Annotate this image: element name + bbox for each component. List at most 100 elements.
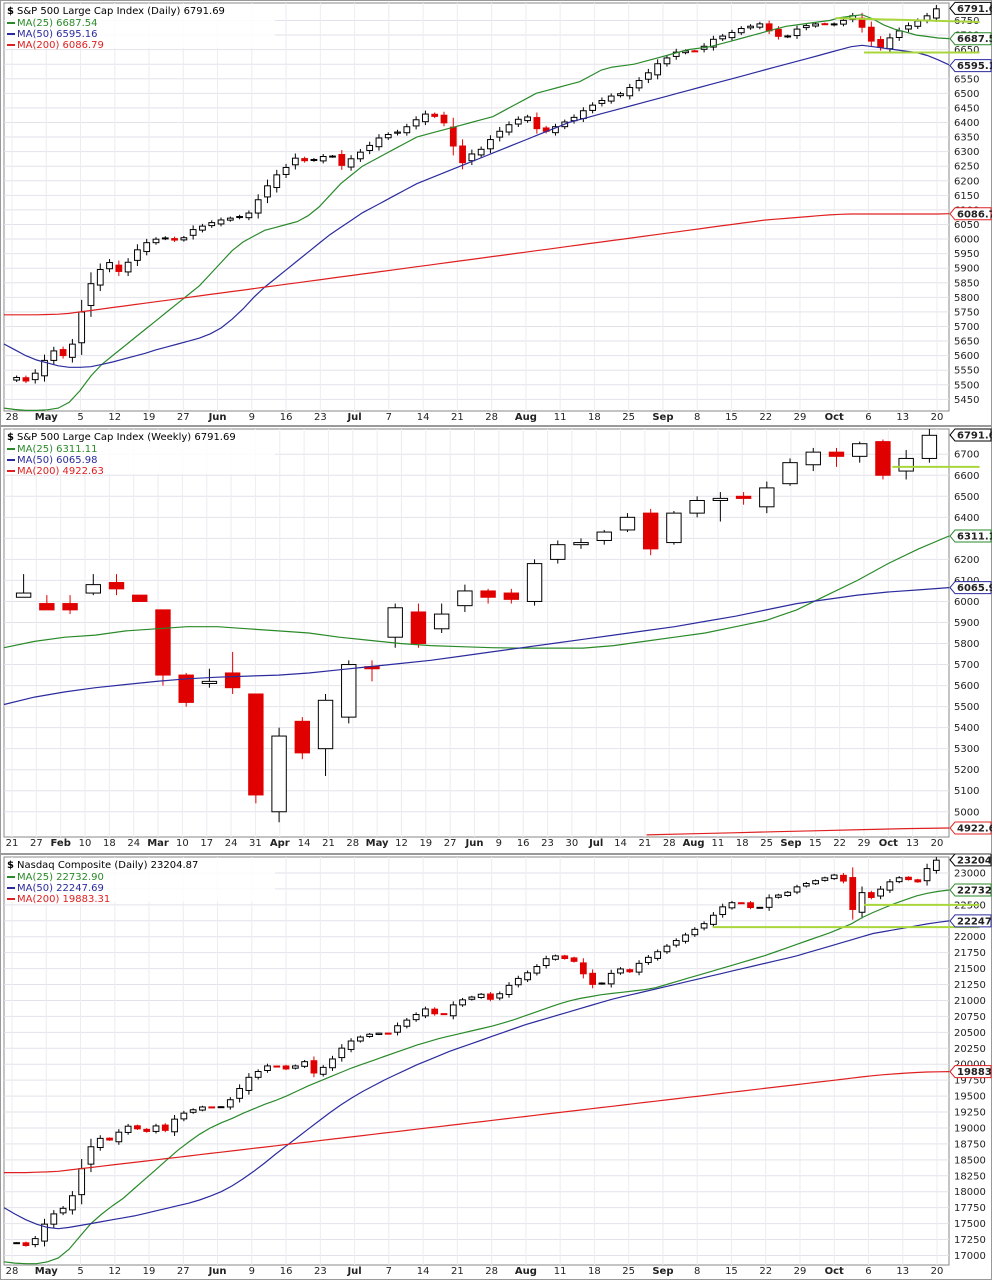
candle-body: [338, 1047, 346, 1059]
y-tick-label: 5100: [954, 786, 979, 797]
trend-line: [835, 17, 980, 23]
candle-body: [561, 955, 569, 960]
y-tick-label: 20500: [954, 1028, 986, 1039]
price-tag-label: 19883.31: [957, 1067, 992, 1078]
candle-body: [840, 874, 847, 882]
y-tick-label: 5900: [954, 618, 979, 629]
candle-body: [15, 592, 32, 598]
spx-daily-chart: 5450 5500 5550 5600 5650 5700 5750 5800 5850 5900…: [0, 0, 992, 426]
x-tick-label: 19: [143, 412, 156, 423]
legend-bg: [5, 4, 275, 48]
x-tick-label: 21: [639, 838, 652, 849]
x-tick-label: 12: [108, 412, 121, 423]
candle-body: [449, 1004, 457, 1017]
y-tick-label: 6600: [954, 471, 979, 482]
candle-body: [886, 881, 894, 891]
candle-body: [41, 1223, 48, 1242]
x-tick-label: 14: [417, 412, 430, 423]
x-tick-label: 28: [346, 838, 359, 849]
candle-body: [199, 1106, 206, 1111]
candle-body: [254, 1071, 262, 1078]
candle-body: [50, 1213, 58, 1225]
x-tick-label: Sep: [652, 412, 673, 423]
candle-body: [13, 376, 21, 381]
candle-body: [384, 133, 392, 139]
candle-body: [217, 1106, 225, 1109]
x-tick-label: 20: [931, 412, 944, 423]
x-tick-label: Apr: [270, 838, 290, 849]
x-tick-label: 11: [554, 1266, 567, 1277]
price-tag-box: [949, 883, 992, 897]
price-tag-label: 6086.79: [957, 209, 992, 220]
candle-body: [619, 516, 636, 531]
candle-body: [802, 882, 810, 887]
ma-line-ma25: [3, 535, 950, 649]
legend-entry: MA(50) 22247.69: [17, 883, 104, 894]
candle-body: [644, 956, 652, 964]
candle-body: [189, 1109, 197, 1113]
legend-entry: MA(25) 6311.11: [17, 444, 98, 455]
y-tick-label: 20250: [954, 1044, 986, 1055]
candle-body: [319, 1066, 327, 1075]
x-tick-label: 27: [177, 412, 190, 423]
candle-body: [457, 590, 473, 607]
candle-body: [106, 262, 113, 270]
y-tick-label: 17500: [954, 1219, 986, 1230]
legend-entry: MA(200) 19883.31: [17, 894, 110, 905]
candle-body: [875, 441, 891, 476]
x-tick-label: 31: [249, 838, 262, 849]
x-tick-label: 6: [865, 412, 871, 423]
y-tick-label: 6200: [954, 555, 979, 566]
candle-body: [932, 8, 940, 19]
candle-body: [201, 680, 218, 684]
x-tick-label: Mar: [147, 838, 169, 849]
candle-body: [719, 906, 727, 916]
candle-body: [208, 1106, 216, 1109]
candle-body: [784, 891, 792, 896]
candle-body: [273, 174, 281, 189]
y-tick-label: 5950: [954, 249, 979, 260]
x-tick-label: 23: [541, 838, 554, 849]
candle-body: [171, 238, 178, 241]
candle-body: [161, 237, 169, 240]
x-tick-label: Sep: [780, 838, 801, 849]
x-tick-label: 13: [906, 838, 919, 849]
candle-body: [85, 584, 101, 594]
candle-body: [672, 51, 680, 57]
candle-body: [793, 28, 801, 37]
price-tag-label: 6065.98: [957, 583, 992, 594]
candle-body: [877, 888, 884, 897]
y-tick-label: 6500: [954, 89, 979, 100]
candle-body: [617, 93, 624, 97]
candle-body: [152, 1125, 160, 1132]
x-tick-label: 9: [496, 838, 502, 849]
candle-body: [505, 124, 513, 133]
candle-body: [356, 151, 364, 160]
candle-body: [895, 877, 903, 883]
x-tick-label: 7: [386, 1266, 392, 1277]
price-tag-box: [949, 1065, 992, 1079]
chart-panel-nasdaq-daily: 17000 17250 17500 17750 18000 18250 18500 18750…: [0, 854, 992, 1280]
candle-body: [895, 30, 903, 38]
candle-body: [828, 451, 845, 457]
candle-body: [524, 116, 531, 122]
price-tag: 6687.54: [949, 32, 992, 45]
candle-body: [422, 113, 429, 123]
x-tick-label: Oct: [825, 1266, 844, 1277]
candle-body: [663, 945, 671, 953]
candle-body: [62, 603, 78, 611]
candle-body: [224, 672, 241, 689]
x-tick-label: 19: [143, 1266, 156, 1277]
y-tick-label: 21000: [954, 996, 986, 1007]
candle-body: [459, 999, 466, 1006]
y-tick-label: 19750: [954, 1076, 986, 1087]
x-tick-label: 24: [225, 838, 238, 849]
candle-body: [412, 1014, 420, 1021]
candle-body: [449, 126, 457, 147]
x-tick-label: 16: [280, 412, 293, 423]
candle-body: [477, 148, 485, 156]
candle-body: [737, 28, 745, 34]
y-tick-label: 6400: [954, 118, 979, 129]
candle-body: [403, 1019, 411, 1027]
x-tick-label: 16: [517, 838, 530, 849]
